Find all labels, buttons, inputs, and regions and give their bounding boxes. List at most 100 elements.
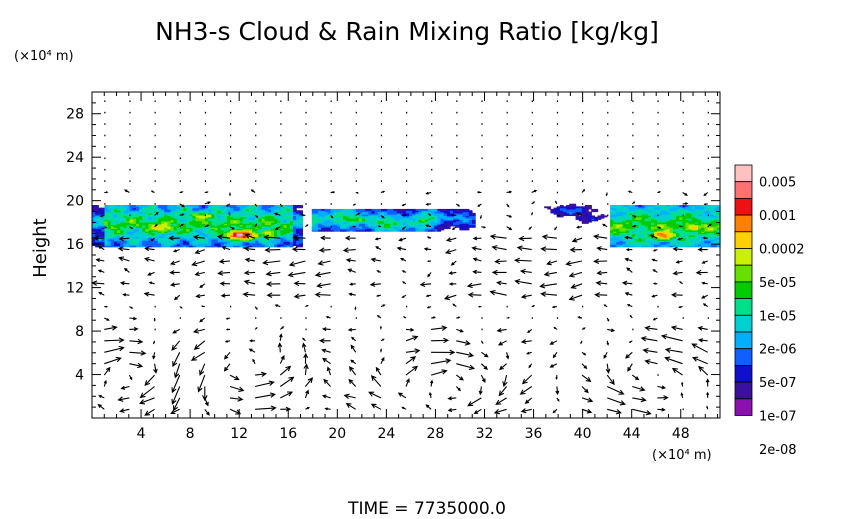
cloud-cell [277, 244, 281, 247]
wind-vector [352, 225, 356, 228]
cloud-cell [189, 232, 194, 235]
cloud-cell [459, 223, 464, 226]
cloud-cell [104, 225, 109, 228]
cloud-cell [95, 208, 99, 211]
cloud-cell [415, 223, 420, 226]
cloud-cell [92, 223, 96, 226]
cloud-cell [399, 228, 404, 231]
cloud-cell [660, 229, 665, 232]
wind-vector [250, 189, 256, 193]
wind-vector [374, 237, 382, 241]
wind-vector [150, 237, 155, 242]
cloud-cell [192, 216, 197, 219]
cloud-cell [701, 205, 705, 207]
cloud-cell [258, 236, 263, 239]
cloud-cell [396, 220, 401, 223]
cloud-cell [393, 219, 398, 222]
cloud-cell [654, 215, 658, 218]
cloud-cell [249, 212, 253, 215]
cloud-cell [377, 227, 382, 230]
cloud-cell [161, 220, 165, 223]
wind-vector [292, 234, 306, 241]
cloud-cell [280, 224, 285, 227]
cloud-cell [672, 221, 677, 224]
wind-vector [171, 340, 181, 351]
wind-vector [528, 363, 533, 369]
cloud-cell [214, 238, 219, 241]
cloud-cell [644, 205, 649, 207]
wind-vector [520, 293, 532, 299]
cloud-cell [183, 208, 187, 211]
cloud-cell [694, 210, 699, 213]
cloud-cell [98, 231, 103, 233]
cloud-cell [120, 216, 124, 219]
wind-vector [707, 223, 712, 228]
cloud-cell [716, 214, 721, 217]
cloud-cell [713, 211, 718, 214]
cloud-cell [584, 207, 589, 210]
cloud-cell [321, 215, 325, 218]
cloud-cell [676, 221, 680, 224]
cloud-cell [104, 237, 109, 240]
wind-vector [581, 374, 592, 383]
cloud-cell [283, 210, 288, 213]
wind-vector [425, 191, 432, 195]
cloud-cell [249, 227, 253, 230]
cloud-cell [327, 216, 332, 219]
cloud-cell [638, 210, 643, 213]
cloud-cell [628, 241, 633, 244]
cloud-cell [148, 227, 153, 230]
cloud-cell [644, 206, 649, 209]
cloud-cell [92, 236, 96, 239]
cloud-cell [176, 206, 181, 209]
cloud-cell [682, 224, 687, 227]
cloud-cell [333, 219, 338, 222]
cloud-cell [663, 242, 668, 245]
cloud-cell [324, 221, 329, 224]
cloud-cell [192, 211, 197, 214]
cloud-cell [421, 229, 426, 232]
cloud-cell [628, 242, 633, 245]
cloud-cell [358, 208, 363, 211]
cloud-cell [117, 227, 121, 230]
cloud-cell [663, 221, 668, 224]
cloud-cell [679, 210, 683, 213]
cloud-cell [701, 207, 705, 210]
cloud-cell [179, 225, 184, 228]
cloud-cell [657, 218, 661, 220]
wind-vector [314, 291, 331, 298]
cloud-cell [462, 210, 467, 213]
wind-vector [554, 226, 558, 231]
cloud-cell [566, 212, 570, 215]
wind-vector [497, 340, 507, 346]
cloud-cell [471, 221, 476, 224]
cloud-cell [581, 208, 586, 211]
cloud-cell [362, 211, 366, 214]
wind-vector [652, 249, 658, 252]
cloud-cell [343, 225, 347, 228]
cloud-cell [650, 218, 655, 220]
cloud-cell [264, 238, 269, 241]
cloud-cell [311, 225, 316, 228]
cloud-cell [239, 208, 244, 211]
cloud-cell [148, 210, 153, 213]
cloud-cell [110, 221, 115, 224]
cloud-cell [657, 212, 661, 215]
wind-vector [546, 260, 558, 266]
cloud-cell [650, 221, 655, 224]
cloud-cell [412, 228, 417, 231]
cloud-cell [641, 215, 646, 218]
cloud-cell [145, 214, 150, 217]
cloud-cell [669, 205, 674, 207]
cloud-cell [471, 215, 476, 218]
cloud-cell [104, 229, 109, 232]
wind-vector [680, 381, 684, 387]
cloud-cell [233, 225, 238, 228]
cloud-cell [107, 225, 112, 228]
wind-vector [168, 235, 180, 241]
cloud-cell [95, 232, 99, 235]
cloud-cell [113, 205, 118, 207]
cloud-cell [280, 208, 285, 211]
cloud-cell [566, 205, 570, 207]
cloud-cell [252, 225, 256, 228]
